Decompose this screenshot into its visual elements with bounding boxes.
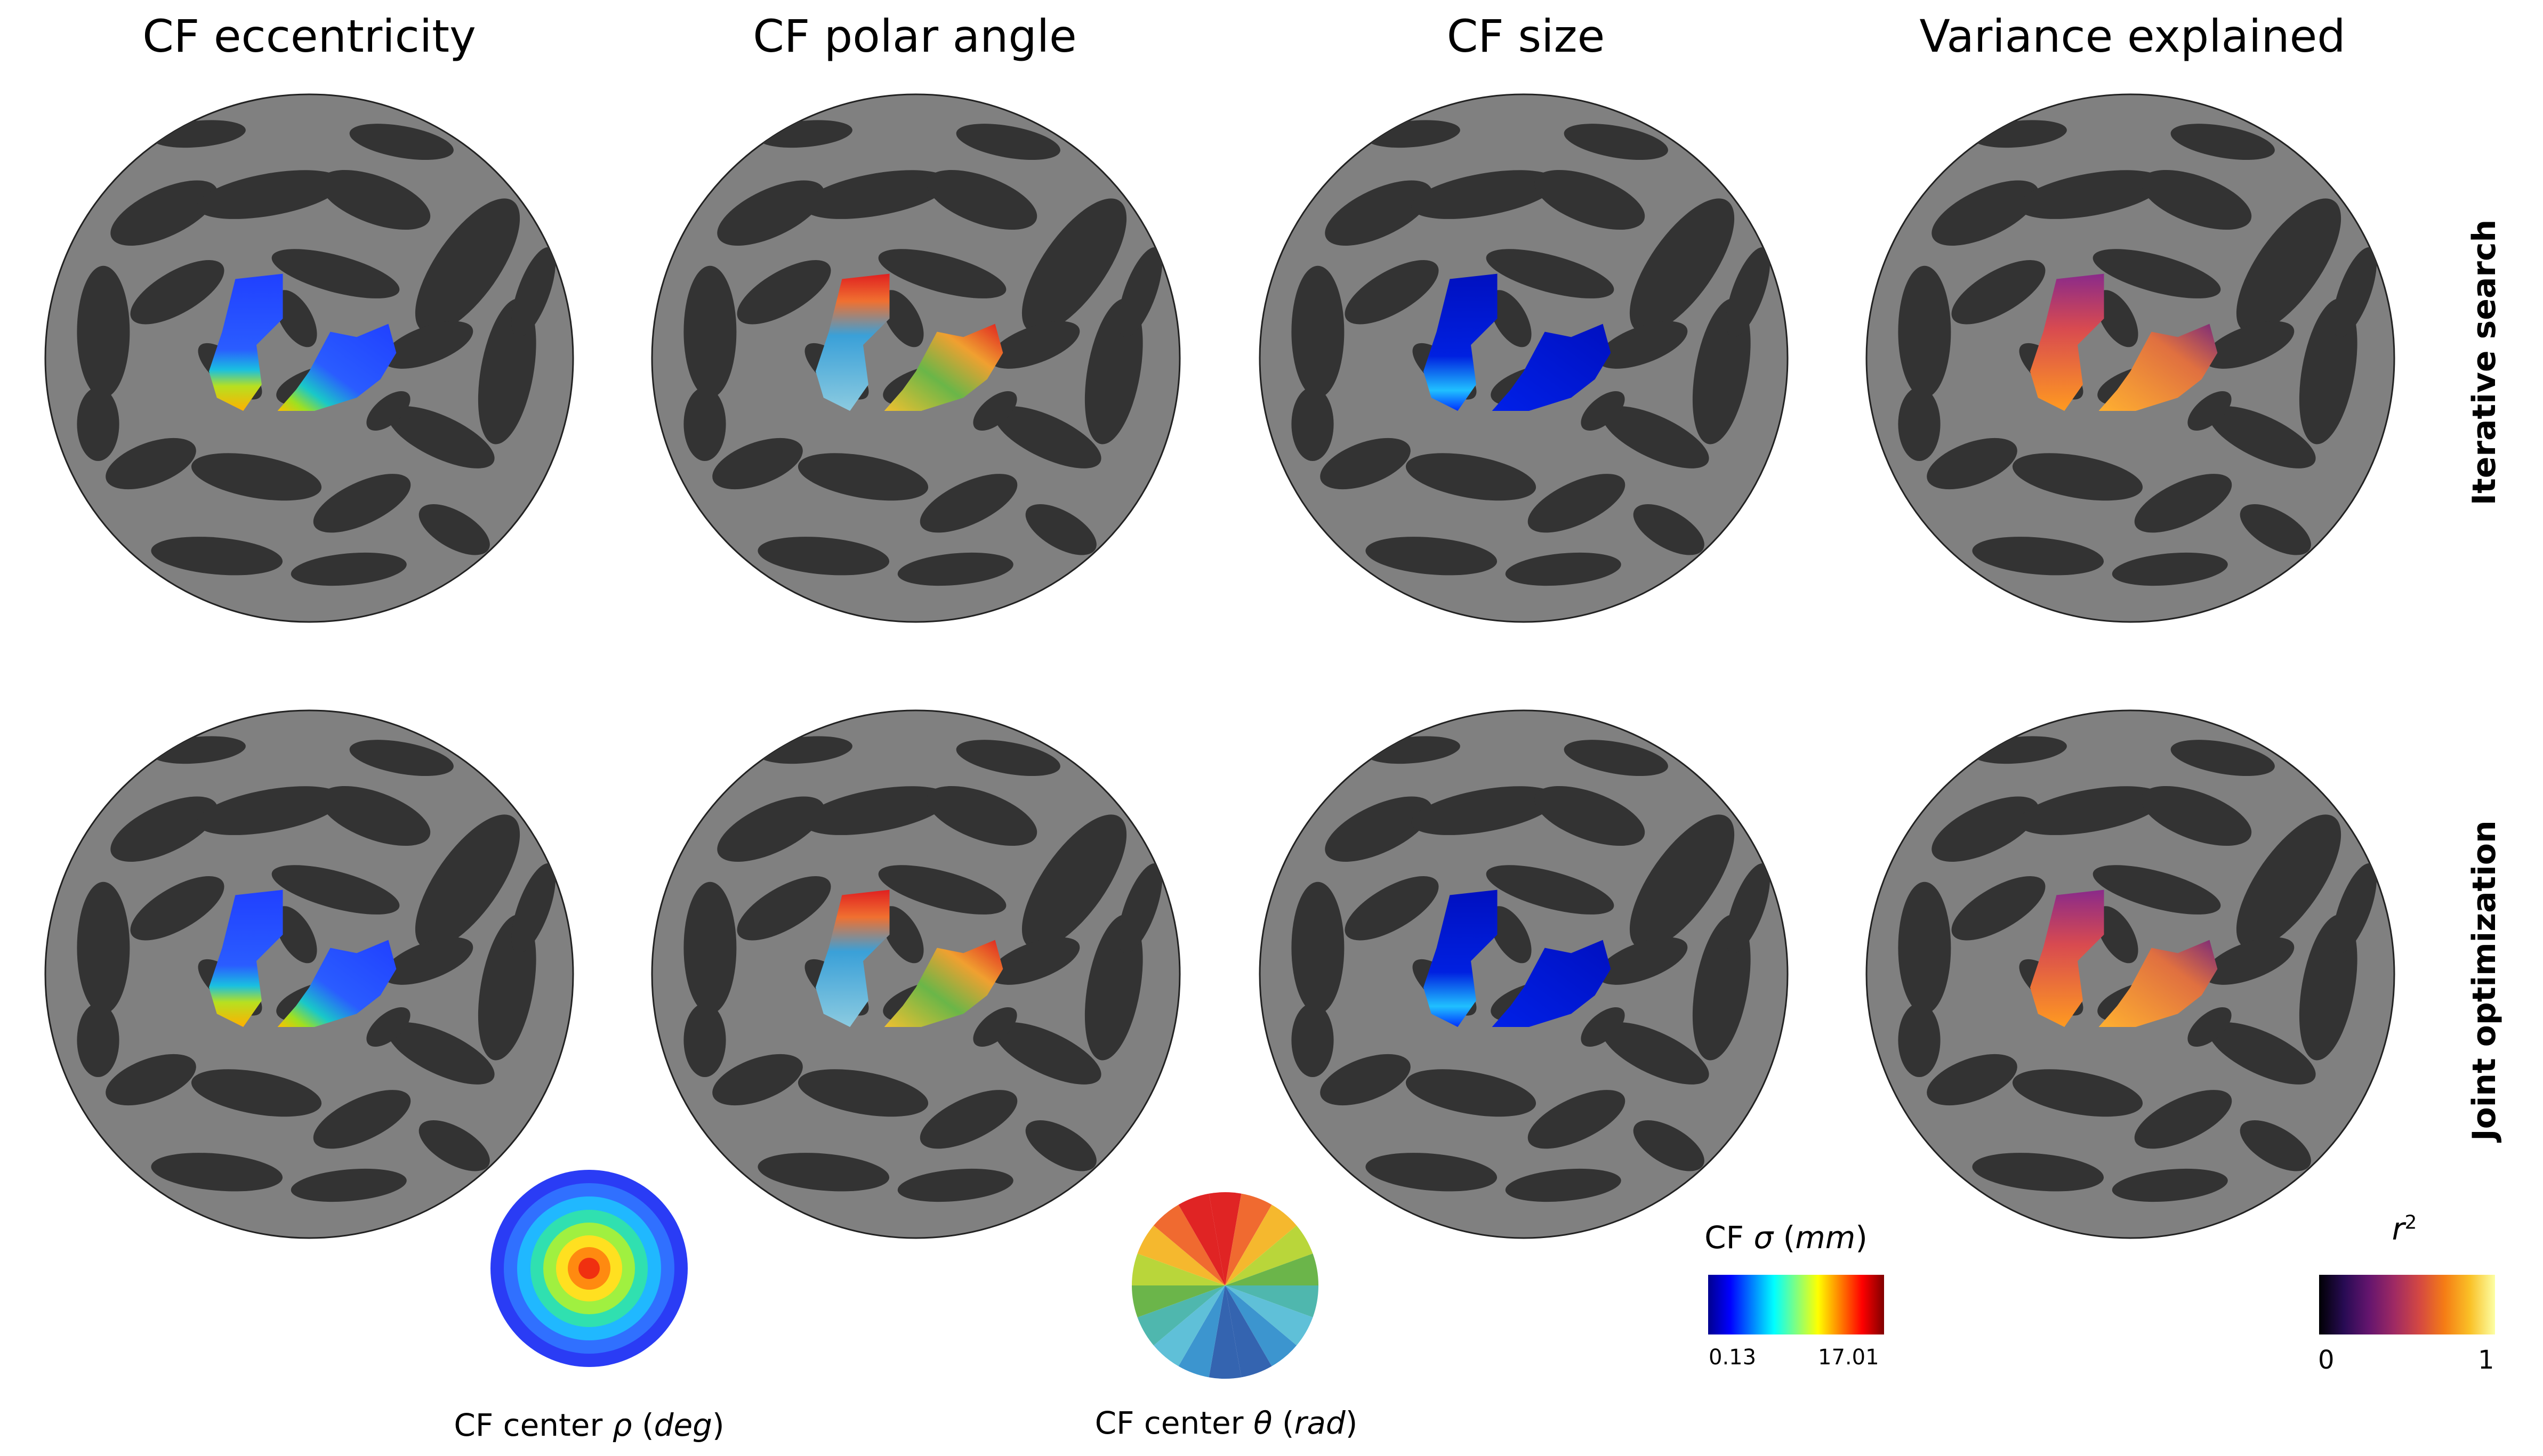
polar-wedge bbox=[1137, 1225, 1225, 1285]
overlay-patch bbox=[815, 889, 890, 1027]
brain-sphere bbox=[1865, 709, 2395, 1239]
brain-sphere bbox=[1259, 93, 1789, 623]
overlay-patch bbox=[2030, 889, 2104, 1027]
overlay-patch bbox=[1423, 273, 1498, 411]
variance-colorbar-label: r2 bbox=[2392, 1211, 2417, 1247]
polar-wedge bbox=[1225, 1225, 1313, 1285]
brain-sphere bbox=[44, 709, 574, 1239]
overlay-patch bbox=[884, 323, 1003, 411]
size-colorbar-max: 17.01 bbox=[1818, 1345, 1879, 1370]
col-title-polar-angle: CF polar angle bbox=[753, 10, 1077, 62]
brain-sphere bbox=[44, 93, 574, 623]
polar-angle-legend-disc bbox=[1132, 1192, 1318, 1379]
size-colorbar-label: CF σ (mm) bbox=[1704, 1219, 1868, 1256]
polar-wedge bbox=[1153, 1285, 1225, 1366]
polar-wedge bbox=[1132, 1253, 1225, 1285]
eccentricity-legend-label: CF center ρ (deg) bbox=[454, 1407, 725, 1443]
eccentricity-legend-disc bbox=[490, 1170, 688, 1367]
polar-wedge bbox=[1178, 1285, 1225, 1378]
overlay-patch bbox=[208, 889, 283, 1027]
polar-angle-legend-label: CF center θ (rad) bbox=[1095, 1405, 1358, 1441]
overlay-patch bbox=[2098, 323, 2218, 411]
polar-wedge bbox=[1225, 1285, 1297, 1366]
overlay-patch bbox=[1423, 889, 1498, 1027]
overlay-patch bbox=[277, 323, 397, 411]
polar-wedge bbox=[1153, 1204, 1225, 1285]
col-title-eccentricity: CF eccentricity bbox=[142, 10, 476, 62]
polar-wedge bbox=[1225, 1285, 1313, 1346]
brain-sphere bbox=[651, 709, 1181, 1239]
polar-wedge bbox=[1209, 1192, 1242, 1285]
overlay-patch bbox=[815, 273, 890, 411]
polar-wedge bbox=[1178, 1193, 1225, 1285]
polar-wedge bbox=[1137, 1285, 1225, 1346]
col-title-variance: Variance explained bbox=[1919, 10, 2346, 62]
polar-wedge bbox=[1209, 1285, 1242, 1379]
overlay-patch bbox=[208, 273, 283, 411]
polar-wedge bbox=[1225, 1285, 1318, 1317]
polar-wedge bbox=[1225, 1285, 1272, 1378]
size-colorbar bbox=[1708, 1275, 1884, 1334]
polar-wedge bbox=[1132, 1285, 1225, 1317]
overlay-patch bbox=[2098, 940, 2218, 1027]
polar-wedge bbox=[1225, 1253, 1318, 1285]
overlay-patch bbox=[2030, 273, 2104, 411]
overlay-patch bbox=[884, 940, 1003, 1027]
polar-wedge bbox=[1225, 1193, 1272, 1285]
polar-wedge bbox=[1225, 1204, 1297, 1285]
overlay-patch bbox=[1492, 940, 1611, 1027]
brain-sphere bbox=[1259, 709, 1789, 1239]
brain-sphere bbox=[651, 93, 1181, 623]
overlay-patch bbox=[277, 940, 397, 1027]
variance-colorbar-min: 0 bbox=[2318, 1345, 2335, 1375]
variance-colorbar bbox=[2319, 1275, 2495, 1334]
variance-colorbar-max: 1 bbox=[2478, 1345, 2494, 1375]
col-title-size: CF size bbox=[1446, 10, 1605, 62]
size-colorbar-min: 0.13 bbox=[1709, 1345, 1757, 1370]
overlay-patch bbox=[1492, 323, 1611, 411]
brain-sphere bbox=[1865, 93, 2395, 623]
